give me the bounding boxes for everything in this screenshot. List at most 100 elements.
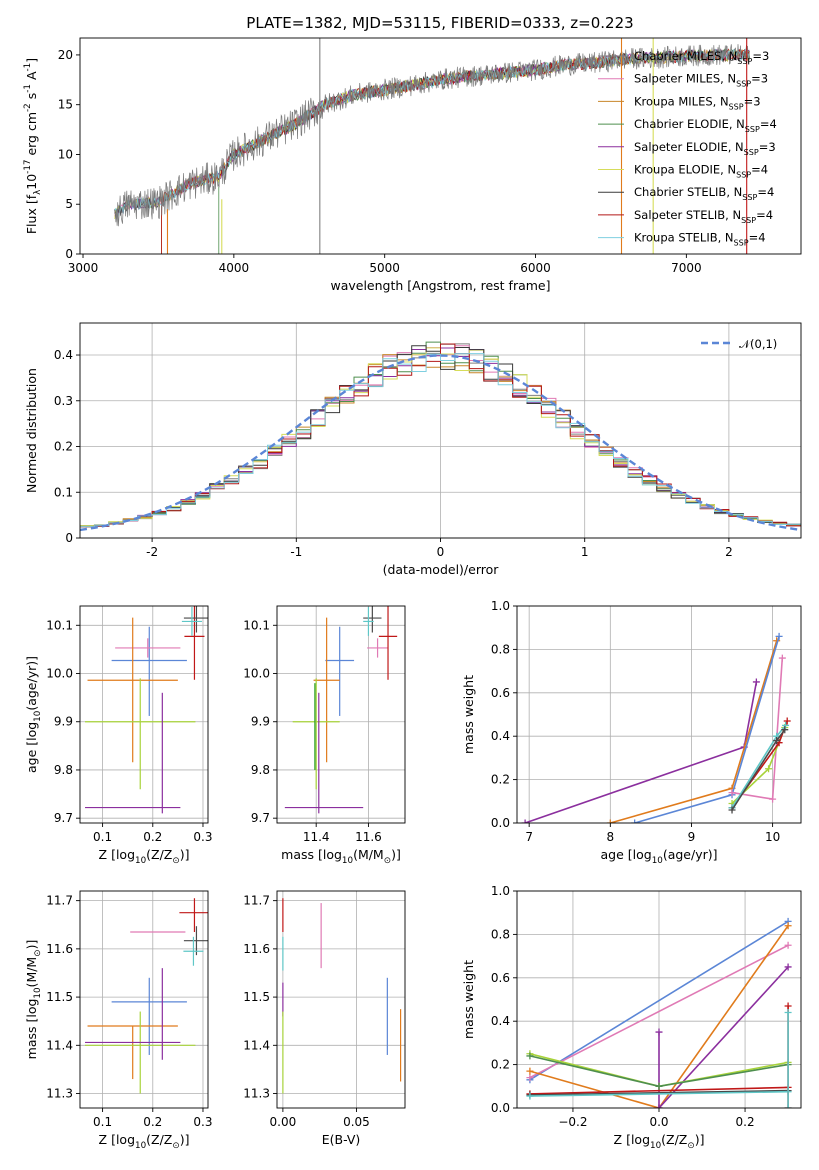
y-tick-label: 11.5 (243, 990, 270, 1004)
x-tick-label: -2 (146, 545, 158, 559)
plot-area (521, 632, 791, 823)
error-point (183, 606, 208, 633)
error-point (363, 606, 382, 633)
weight-marker (784, 922, 792, 930)
x-tick-label: 0.2 (143, 830, 162, 844)
weight-marker (655, 1082, 663, 1090)
weight-marker (775, 632, 783, 640)
x-tick-label: 3000 (68, 261, 99, 275)
plot-area (85, 898, 208, 1094)
error-point (85, 678, 196, 790)
x-tick-label: 0.1 (93, 830, 112, 844)
weight-marker (728, 789, 736, 797)
y-tick-label: 0.2 (54, 440, 73, 454)
weight-marker (606, 819, 614, 823)
x-tick-label: 0 (437, 545, 445, 559)
y-tick-label: 11.4 (46, 1038, 73, 1052)
y-tick-label: 0.4 (54, 348, 73, 362)
weight-marker (655, 1104, 663, 1108)
weight-marker (655, 1028, 663, 1036)
error-point (325, 626, 355, 716)
weight-marker (778, 654, 786, 662)
legend-entry: Kroupa ELODIE, NSSP=4 (634, 163, 768, 180)
x-tick-label: 0.0 (649, 1115, 668, 1129)
y-tick-label: 10.1 (243, 618, 270, 632)
y-tick-label: 15 (58, 98, 73, 112)
y-axis-label: Flux [fλ10-17 erg cm-2 s-1 A-1] (23, 58, 43, 234)
panel-residuals: -2 -1 0 1 2 0 0.1 0.2 0.3 0.4 (data-model)/error No… (24, 322, 802, 577)
y-tick-label: 1.0 (491, 599, 510, 613)
weight-marker (782, 721, 790, 729)
x-tick-label: 4000 (219, 261, 250, 275)
x-tick-label: 0.00 (270, 1115, 297, 1129)
y-tick-label: 11.7 (243, 894, 270, 908)
weight-marker (526, 1052, 534, 1060)
weight-line (529, 1090, 789, 1097)
weight-marker (781, 726, 789, 734)
normal-curve (80, 354, 801, 532)
weight-line (529, 925, 789, 1108)
y-tick-label: 0.8 (491, 927, 510, 941)
weight-marker (521, 819, 529, 823)
plot-area (282, 898, 402, 1094)
weight-marker (526, 1067, 534, 1075)
weight-marker (784, 963, 792, 971)
legend-entry: Salpeter ELODIE, NSSP=3 (634, 140, 776, 157)
panel-mass-weight-vs-age: 7 8 9 10 0.0 0.2 0.4 0.6 0.8 1.0 age [log10(age/yr… (461, 599, 802, 866)
legend-entry: Kroupa MILES, NSSP=3 (634, 94, 761, 111)
y-tick-label: 0.1 (54, 485, 73, 499)
panel-mass-vs-EBV: 0.00 0.05 11.3 11.4 11.5 11.6 11.7 E(B-V) (243, 890, 406, 1147)
legend-entry: Salpeter STELIB, NSSP=4 (634, 208, 773, 225)
legend-entry: 𝒩(0,1) (739, 337, 777, 351)
weight-marker (728, 806, 736, 814)
panel-mass-vs-Z: 0.1 0.2 0.3 11.3 11.4 11.5 11.6 11.7 Z [log10(Z/… (24, 890, 213, 1151)
weight-line (658, 966, 789, 1108)
axes-frame (516, 890, 802, 1109)
x-axis-label: mass [log10(M/M⊙)] (281, 847, 401, 866)
y-tick-label: 11.4 (243, 1038, 270, 1052)
x-tick-label: 11.4 (303, 830, 330, 844)
weight-marker (631, 819, 639, 823)
y-axis-label: age [log10(age/yr)] (24, 656, 43, 773)
error-point (378, 606, 398, 680)
weight-marker (752, 678, 760, 686)
x-tick-label: 7 (525, 830, 533, 844)
y-axis-label: mass [log10(M/M⊙)] (24, 940, 43, 1060)
error-point (85, 1011, 196, 1094)
weight-marker (784, 941, 792, 949)
legend-entry: Kroupa STELIB, NSSP=4 (634, 231, 766, 248)
charts-layer: 3000 4000 5000 6000 7000 0 5 10 15 20 wavelength [… (23, 37, 802, 1151)
legend-entry: Chabrier MILES, NSSP=3 (634, 49, 769, 66)
error-point (183, 926, 208, 956)
weight-marker (784, 1009, 792, 1017)
x-tick-label: 0.3 (193, 1115, 212, 1129)
y-tick-label: 0.4 (491, 1014, 510, 1028)
error-point (179, 898, 208, 932)
x-tick-label: 7000 (671, 261, 702, 275)
x-tick-label: 0.3 (193, 830, 212, 844)
y-tick-label: 10 (58, 147, 73, 161)
x-axis-label: wavelength [Angstrom, rest frame] (330, 278, 550, 293)
y-tick-label: 0.2 (491, 1058, 510, 1072)
y-tick-label: 0.8 (491, 642, 510, 656)
y-tick-label: 9.7 (251, 811, 270, 825)
panel-age-vs-mass: 11.4 11.6 9.7 9.8 9.9 10.0 10.1 mass [log10(M/M… (243, 605, 406, 866)
plot-area (85, 606, 208, 814)
x-tick-label: 0.05 (343, 1115, 370, 1129)
error-point (363, 606, 374, 636)
x-tick-label: 5000 (369, 261, 400, 275)
y-tick-label: 20 (58, 48, 73, 62)
x-tick-label: 1 (581, 545, 589, 559)
plot-area (114, 38, 751, 254)
x-tick-label: 10 (765, 830, 780, 844)
y-axis-label: mass weight (461, 675, 476, 754)
y-tick-label: 9.8 (54, 763, 73, 777)
axes-frame (79, 322, 802, 539)
panel-mass-weight-vs-Z: −0.2 0.0 0.2 0.0 0.2 0.4 0.6 0.8 1.0 Z [log10(Z/Z… (461, 884, 802, 1151)
x-tick-label: 6000 (520, 261, 551, 275)
weight-marker (765, 765, 773, 773)
panel-age-vs-Z: 0.1 0.2 0.3 9.7 9.8 9.9 10.0 10.1 Z [log10(Z/Z⊙)… (24, 605, 213, 866)
y-tick-label: 5 (65, 197, 73, 211)
y-axis-label: Normed distribution (24, 368, 39, 493)
weight-marker (784, 1104, 792, 1108)
